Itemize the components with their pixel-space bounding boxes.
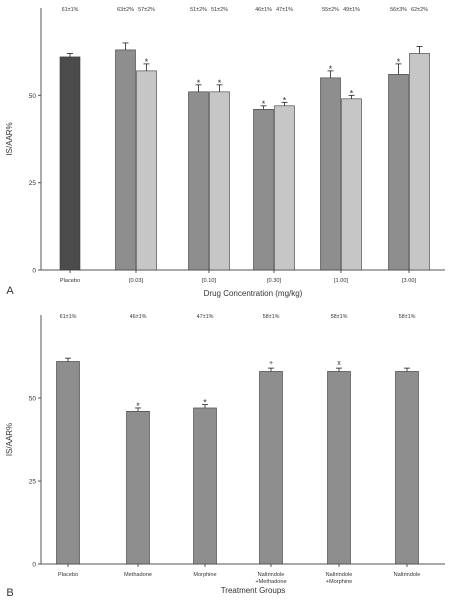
category-label: Placebo (60, 278, 80, 284)
bar (409, 53, 430, 271)
value-label: 51±2% (211, 7, 228, 13)
bar (253, 109, 274, 271)
panel-letter: B (6, 587, 13, 599)
value-label: 62±2% (411, 7, 428, 13)
bar (115, 49, 136, 271)
category-label: +Morphine (326, 579, 353, 585)
bar (56, 361, 80, 565)
value-label: 58±1% (263, 314, 280, 320)
bar (209, 91, 230, 271)
category-label: Naltrindole (326, 572, 353, 578)
significance-marker: * (136, 401, 140, 411)
significance-marker: * (262, 99, 266, 109)
y-tick-label: 25 (29, 180, 37, 187)
value-label: 46±1% (130, 314, 147, 320)
value-label: 51±2% (190, 7, 207, 13)
category-label: [1.00] (334, 278, 348, 284)
value-label: 58±1% (399, 314, 416, 320)
y-tick-label: 0 (32, 562, 36, 569)
category-label: +Methadone (255, 579, 286, 585)
significance-marker: * (197, 78, 201, 88)
bar (388, 74, 409, 271)
x-axis-label: Treatment Groups (221, 586, 286, 595)
bar (126, 410, 150, 565)
category-label: Methadone (124, 572, 152, 578)
significance-marker: + (269, 360, 273, 367)
category-label: [3.00] (402, 278, 416, 284)
value-label: 47±1% (197, 314, 214, 320)
x-axis-label: Drug Concentration (mg/kg) (204, 289, 303, 298)
category-label: Morphine (193, 572, 216, 578)
value-label: 49±1% (343, 7, 360, 13)
value-label: 56±3% (390, 7, 407, 13)
value-label: 63±2% (117, 7, 134, 13)
bar (341, 98, 362, 271)
category-label: [0.03] (129, 278, 143, 284)
value-label: 55±2% (322, 7, 339, 13)
value-label: 61±1% (62, 7, 79, 13)
panel-a-chart: 0 25 50 IS/AAR% Drug Concentration (mg/kg) A P… (5, 7, 445, 298)
y-tick-label: 0 (32, 268, 36, 275)
category-label: [0.10] (202, 278, 216, 284)
bar (259, 371, 283, 565)
value-label: 47±1% (276, 7, 293, 13)
y-tick-label: 50 (29, 93, 37, 100)
bar (320, 77, 341, 271)
bar (327, 371, 351, 565)
significance-marker: * (218, 78, 222, 88)
category-label: Placebo (58, 572, 78, 578)
significance-marker: * (145, 57, 149, 67)
bar (188, 91, 209, 271)
y-axis-label: IS/AAR% (5, 423, 14, 456)
value-label: 61±1% (60, 314, 77, 320)
panel-b-chart: 0 25 50 IS/AAR% Treatment Groups B Placebo 61±1… (5, 314, 445, 599)
significance-marker: * (397, 57, 401, 67)
value-label: 46±1% (255, 7, 272, 13)
y-tick-label: 50 (29, 396, 37, 403)
bar (274, 105, 295, 271)
y-tick-label: 25 (29, 479, 37, 486)
value-label: 57±2% (138, 7, 155, 13)
significance-marker: x (337, 360, 341, 367)
panel-letter: A (6, 285, 14, 297)
bar (136, 70, 157, 271)
category-label: [0.30] (267, 278, 281, 284)
significance-marker: * (350, 88, 354, 98)
significance-marker: * (203, 398, 207, 408)
value-label: 58±1% (331, 314, 348, 320)
y-axis-label: IS/AAR% (5, 122, 14, 155)
bar (59, 56, 81, 271)
bar (193, 407, 217, 565)
significance-marker: * (329, 64, 333, 74)
significance-marker: * (283, 95, 287, 105)
category-label: Naltrindole (258, 572, 285, 578)
bar (395, 371, 419, 565)
category-label: Naltrindole (394, 572, 421, 578)
